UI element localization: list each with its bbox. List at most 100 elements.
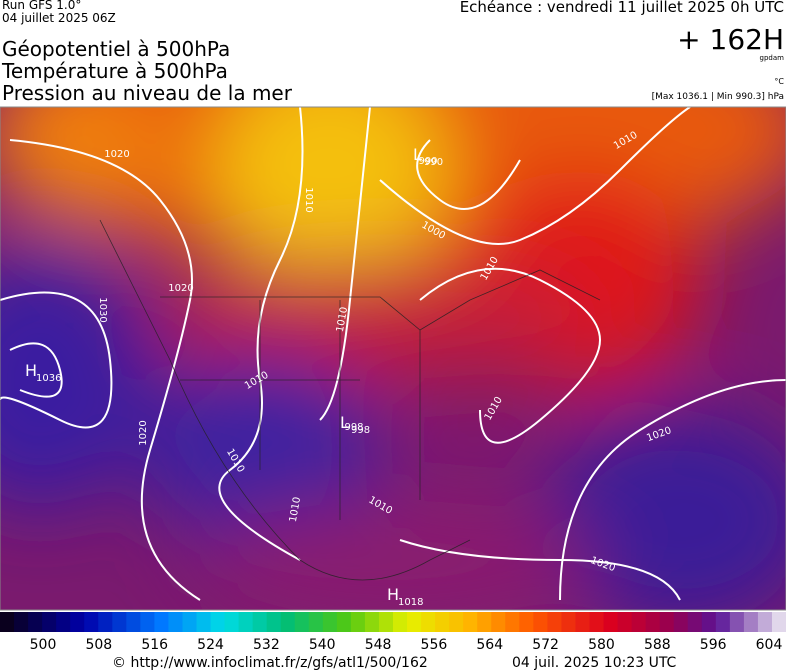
colorbar-tick-label: 572 [532, 637, 559, 653]
colorbar-tick-label: 604 [756, 637, 783, 653]
colorbar-swatch [252, 612, 268, 632]
colorbar-swatch [42, 612, 57, 632]
colorbar-tick-label: 548 [365, 637, 392, 653]
colorbar-swatch [435, 612, 450, 632]
colorbar-swatch [659, 612, 675, 632]
isobar-label: 998 [344, 422, 363, 433]
colorbar-tick-label: 524 [197, 637, 224, 653]
colorbar-swatch [407, 612, 422, 632]
colorbar-swatch [210, 612, 226, 632]
colorbar-swatch [547, 612, 562, 632]
colorbar-tick-label: 508 [85, 637, 112, 653]
timestamp: 04 juil. 2025 10:23 UTC [512, 655, 677, 671]
colorbar-swatch [701, 612, 717, 632]
colorbar-swatch [308, 612, 324, 632]
colorbar-tick-label: 556 [421, 637, 448, 653]
title: Géopotentiel à 500hPa [2, 37, 230, 61]
isobar-label: 1020 [138, 420, 149, 445]
colorbar-swatch [645, 612, 661, 632]
colorbar-swatch [757, 612, 773, 632]
colorbar-swatch [687, 612, 703, 632]
colorbar-swatch [182, 612, 197, 632]
colorbar-swatch [350, 612, 366, 632]
colorbar-swatch [393, 612, 408, 632]
colorbar-swatch [743, 612, 759, 632]
center-symbol: L [340, 413, 349, 432]
colorbar-swatch [575, 612, 590, 632]
colorbar-swatch [112, 612, 127, 632]
center-symbol: H [387, 585, 399, 604]
colorbar-swatch [715, 612, 731, 632]
colorbar-swatch [168, 612, 183, 632]
colorbar-swatch [322, 612, 338, 632]
center-symbol: L [413, 145, 422, 164]
lead-time: + 162H [677, 23, 784, 56]
colorbar-swatch [477, 612, 492, 632]
unit-temp: °C [774, 77, 784, 86]
colorbar-swatch [589, 612, 605, 632]
center-symbol: H [25, 361, 37, 380]
isobar-label: 1030 [97, 297, 108, 322]
center-value: 1018 [398, 597, 423, 608]
colorbar-tick-label: 516 [141, 637, 168, 653]
colorbar-tick-label: 588 [644, 637, 671, 653]
colorbar-swatch [364, 612, 380, 632]
colorbar-swatch [449, 612, 464, 632]
colorbar-swatch [224, 612, 240, 632]
colorbar-swatch [771, 612, 786, 632]
colorbar-swatch [421, 612, 436, 632]
colorbar-swatch [617, 612, 633, 632]
colorbar-swatch [631, 612, 647, 632]
unit-geo: gpdam [760, 54, 785, 62]
colorbar-swatch [294, 612, 310, 632]
colorbar-swatch [603, 612, 619, 632]
isobar-label: 1010 [335, 306, 350, 333]
isobar-label: 1020 [168, 283, 193, 294]
colorbar-swatch [14, 612, 29, 632]
colorbar-swatch [463, 612, 478, 632]
colorbar-swatch [280, 612, 296, 632]
colorbar-tick-label: 580 [588, 637, 615, 653]
colorbar-swatch [196, 612, 212, 632]
colorbar-swatch [84, 612, 99, 632]
run: Run GFS 1.0° [2, 0, 81, 12]
title: Pression au niveau de la mer [2, 81, 293, 105]
run-date: 04 juillet 2025 06Z [2, 11, 116, 25]
colorbar-swatch [28, 612, 43, 632]
center-value: 998 [351, 425, 370, 436]
colorbar-swatch [533, 612, 548, 632]
colorbar-swatch [378, 612, 394, 632]
colorbar-swatch [154, 612, 169, 632]
isobar-label: 990 [418, 156, 437, 167]
colorbar-tick-label: 596 [700, 637, 727, 653]
colorbar-swatch [70, 612, 85, 632]
title: Température à 500hPa [1, 59, 228, 83]
source-url: © http://www.infoclimat.fr/z/gfs/atl1/50… [112, 655, 428, 671]
isobar-label: 1020 [104, 149, 129, 160]
map-field [0, 107, 786, 610]
isobar-label: 1010 [303, 187, 314, 212]
colorbar-tick-label: 500 [30, 637, 57, 653]
map-frame [0, 106, 786, 611]
colorbar-swatch [98, 612, 113, 632]
center-value: 1036 [36, 373, 61, 384]
center-value: 990 [424, 157, 443, 168]
colorbar-swatch [140, 612, 155, 632]
colorbar-swatch [491, 612, 506, 632]
colorbar-swatch [238, 612, 254, 632]
colorbar-swatch [729, 612, 745, 632]
extremes: [Max 1036.1 | Min 990.3] hPa [652, 92, 784, 102]
colorbar-swatch [505, 612, 520, 632]
colorbar-swatch [56, 612, 71, 632]
colorbar-swatch [336, 612, 352, 632]
valid-time: Echéance : vendredi 11 juillet 2025 0h U… [460, 0, 784, 16]
colorbar-swatch [673, 612, 689, 632]
colorbar-tick-label: 540 [309, 637, 336, 653]
isobars [0, 107, 786, 601]
colorbar-swatch [561, 612, 576, 632]
colorbar-swatch [126, 612, 141, 632]
colorbar-swatch [0, 612, 15, 632]
colorbar-swatch [266, 612, 282, 632]
